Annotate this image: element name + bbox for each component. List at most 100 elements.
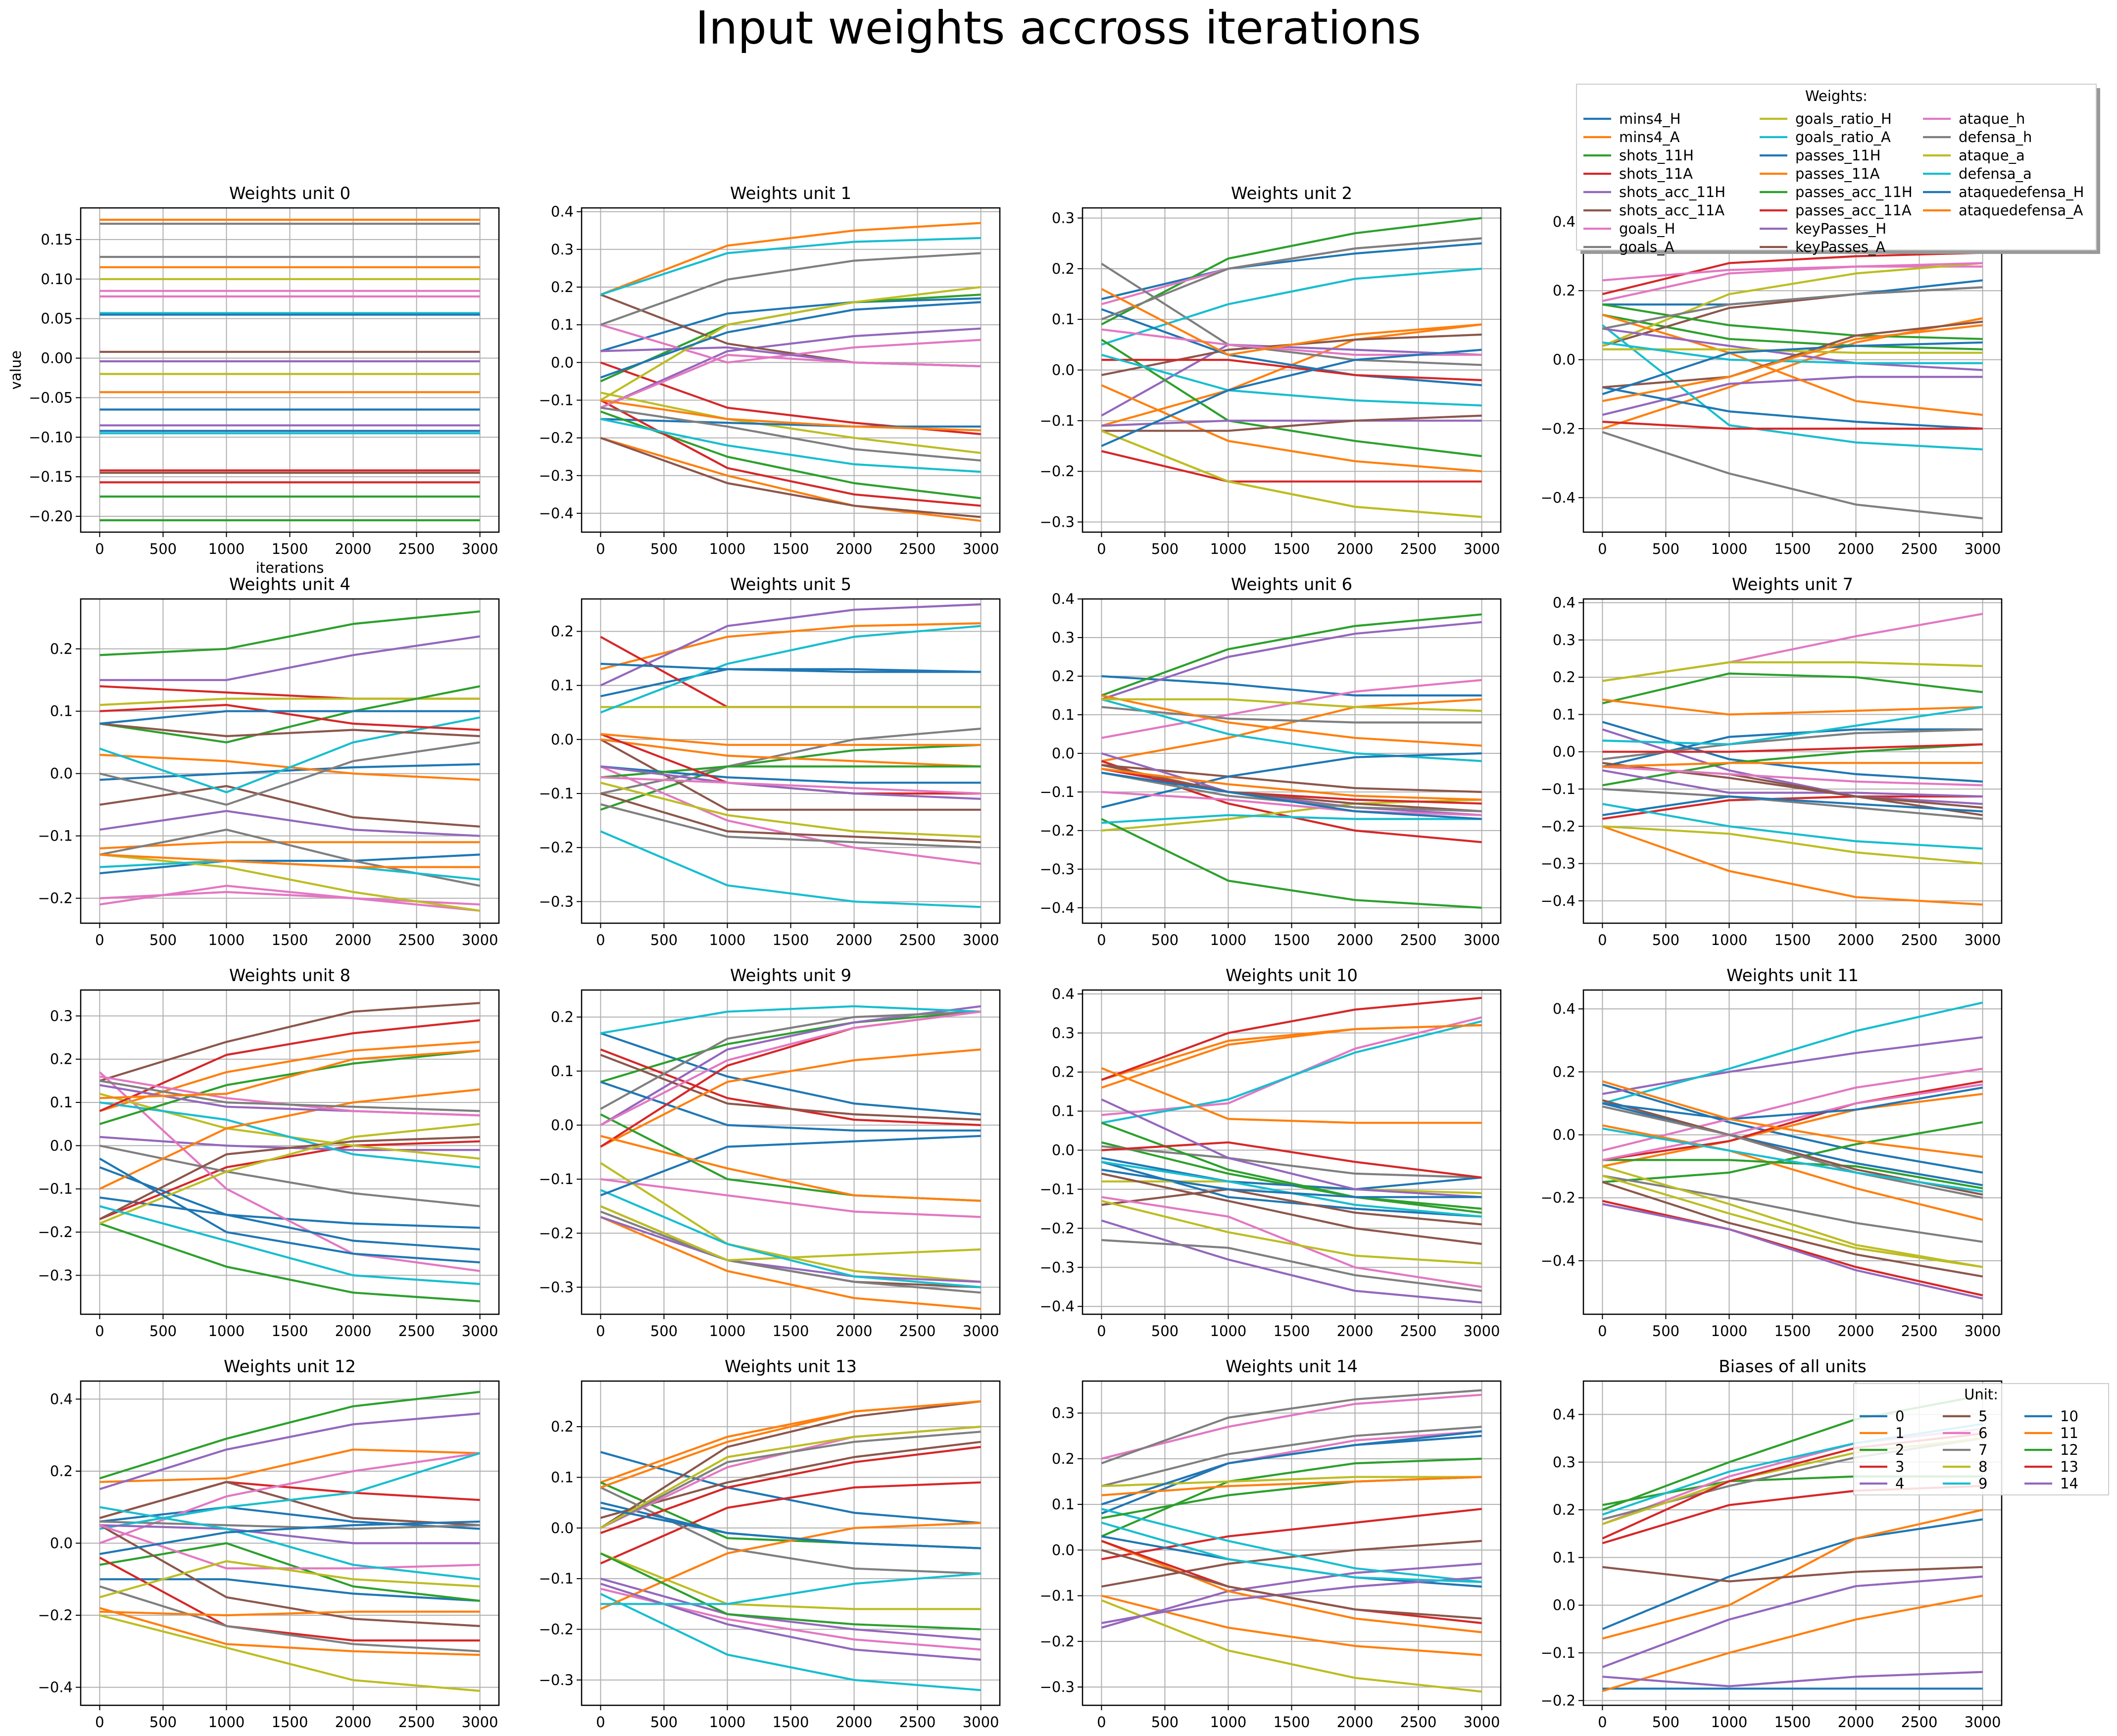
y-tick-label: −0.3 <box>539 467 574 484</box>
y-tick-label: 0.2 <box>50 641 73 657</box>
y-tick-label: −0.1 <box>1040 1181 1075 1197</box>
x-tick-label: 1500 <box>1774 541 1811 557</box>
legend-entry: keyPasses_A <box>1795 239 1885 255</box>
series-line-0 <box>1602 1083 1983 1174</box>
x-tick-label: 2000 <box>335 932 372 948</box>
series-line-18 <box>1602 1165 1983 1268</box>
series-line-14 <box>99 810 480 837</box>
series-line-2 <box>99 1222 480 1302</box>
series-line-16 <box>1602 765 1983 787</box>
x-tick-label: 500 <box>1151 932 1179 948</box>
series-line-10 <box>1101 752 1482 809</box>
series-line-20 <box>600 1506 981 1549</box>
series-line-1 <box>600 222 981 296</box>
y-tick-label: 0.1 <box>50 1094 73 1111</box>
legend-entry: passes_11H <box>1795 147 1881 164</box>
series-line-9 <box>600 830 981 908</box>
series-line-1 <box>1101 698 1482 762</box>
y-tick-label: 0.0 <box>50 1535 73 1552</box>
x-tick-label: 2000 <box>1838 932 1874 948</box>
y-tick-label: 0.1 <box>551 1469 574 1486</box>
legend-entry: 13 <box>2060 1458 2078 1475</box>
y-tick-label: 0.3 <box>551 241 574 258</box>
x-tick-label: 2000 <box>836 932 873 948</box>
y-tick-label: 0.4 <box>1553 1406 1575 1423</box>
x-tick-label: 2500 <box>899 541 936 557</box>
x-tick-label: 1500 <box>773 932 809 948</box>
y-tick-label: 0.2 <box>551 1009 574 1026</box>
x-tick-label: 3000 <box>963 1714 999 1731</box>
y-tick-label: −0.1 <box>1541 1644 1575 1661</box>
series-line-17 <box>600 1210 981 1294</box>
series-line-13 <box>1101 358 1482 382</box>
series-line-17 <box>1101 237 1482 321</box>
series-line-8 <box>600 1552 981 1610</box>
series-line-2 <box>1602 1121 1983 1183</box>
x-tick-label: 1500 <box>272 1323 308 1339</box>
series-line-20 <box>99 1520 480 1555</box>
legend-entry: defensa_a <box>1959 165 2032 182</box>
x-tick-label: 0 <box>1097 1323 1106 1339</box>
x-tick-label: 2000 <box>1337 1714 1374 1731</box>
y-tick-label: 0.4 <box>1553 595 1575 611</box>
series-line-0 <box>600 1451 981 1524</box>
series-line-17 <box>600 406 981 462</box>
series-line-21 <box>99 853 480 868</box>
x-tick-label: 3000 <box>462 1714 498 1731</box>
series-line-19 <box>600 1189 981 1289</box>
series-line-0 <box>99 1196 480 1229</box>
series-line-16 <box>600 353 981 409</box>
x-tick-label: 3000 <box>462 932 498 948</box>
x-tick-label: 1500 <box>773 1323 809 1339</box>
series-line-2 <box>600 1010 981 1083</box>
series-line-9 <box>1101 698 1482 762</box>
series-line-13 <box>99 1019 480 1112</box>
y-tick-label: 0.1 <box>1052 706 1075 723</box>
legend-entry: 6 <box>1978 1425 1987 1441</box>
x-tick-label: 2000 <box>1337 932 1374 948</box>
y-tick-label: 0.2 <box>1052 1064 1075 1081</box>
series-line-12 <box>1101 339 1482 457</box>
series-line-11 <box>600 738 981 768</box>
y-tick-label: −0.1 <box>539 392 574 408</box>
series-line-7 <box>99 741 480 806</box>
series-line-10 <box>99 1166 480 1251</box>
series-line-3 <box>1602 1200 1983 1296</box>
x-tick-label: 500 <box>650 932 678 948</box>
series-line-9 <box>99 716 481 794</box>
series-line-15 <box>1602 320 1983 389</box>
series-line-13 <box>1101 768 1482 805</box>
legend-title: Weights: <box>1805 88 1868 104</box>
y-tick-label: −0.4 <box>1541 893 1575 909</box>
series-line-17 <box>1602 788 1983 820</box>
series-line-12 <box>99 1542 480 1602</box>
y-tick-label: 0.0 <box>551 1520 574 1537</box>
series-line-12 <box>99 1049 480 1125</box>
x-tick-label: 0 <box>596 932 605 948</box>
y-tick-label: 0.1 <box>551 1063 574 1080</box>
y-tick-label: 0.1 <box>1052 1103 1075 1120</box>
x-tick-label: 2500 <box>398 1714 435 1731</box>
series-line-15 <box>99 1136 480 1220</box>
series-line-17 <box>1602 286 1983 330</box>
series-line-18 <box>600 1205 981 1261</box>
subplot-4: 0 500 1000 1500 2000 2500 3000 −0.2 −0.1 0.0 0.1 0.… <box>38 575 500 948</box>
x-tick-label: 500 <box>149 541 177 557</box>
y-tick-label: 0.0 <box>50 765 73 782</box>
x-tick-label: 2500 <box>899 932 936 948</box>
x-tick-label: 2500 <box>1901 1714 1938 1731</box>
subplot-title: Weights unit 13 <box>725 1357 857 1377</box>
series-line-0 <box>1602 1518 1983 1630</box>
legend-entry: mins4_H <box>1619 110 1681 127</box>
series-line-4 <box>1602 1036 1983 1095</box>
y-tick-label: −0.2 <box>1040 1633 1075 1650</box>
legend-entry: ataque_a <box>1959 147 2025 164</box>
y-tick-label: −0.2 <box>1040 1220 1075 1237</box>
series-line-0 <box>1101 242 1482 300</box>
series-line-16 <box>1602 1083 1983 1161</box>
x-tick-label: 1000 <box>1711 932 1748 948</box>
y-tick-label: −0.2 <box>539 1225 574 1241</box>
x-tick-label: 1500 <box>1274 1714 1310 1731</box>
x-tick-label: 3000 <box>1965 932 2001 948</box>
